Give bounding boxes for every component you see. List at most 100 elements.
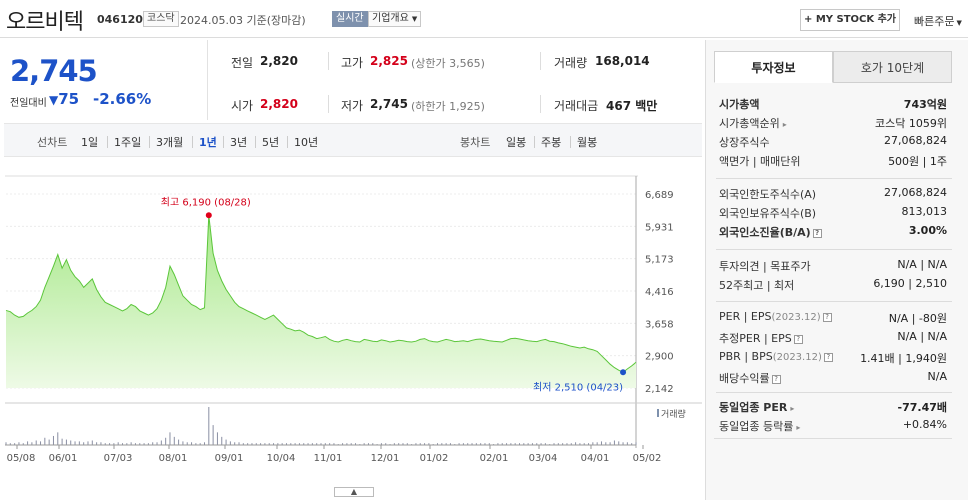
help-icon[interactable]: ? xyxy=(812,229,822,238)
volume-bar xyxy=(510,443,512,445)
x-tick-label: 08/01 xyxy=(159,453,188,464)
sector-label-2[interactable]: 동일업종 등락률 ▸ xyxy=(719,418,800,434)
y-tick-label: 6,689 xyxy=(645,190,674,201)
x-tick-label: 10/04 xyxy=(267,453,296,464)
help-icon[interactable]: ? xyxy=(771,375,781,384)
volume-bar xyxy=(514,443,516,445)
high-label: 고가 xyxy=(341,56,364,70)
valuation-value-1: N/A | -80원 xyxy=(888,312,947,325)
price-change: ▼75 xyxy=(49,90,79,108)
volume-bar xyxy=(139,443,141,445)
volume-bar xyxy=(311,443,313,445)
candle-period-2[interactable]: 주봉 xyxy=(541,136,562,149)
low-annotation: 최저 2,510 (04/23) xyxy=(533,381,623,393)
volume-bar xyxy=(44,437,46,445)
period-4[interactable]: 1년 xyxy=(199,136,217,149)
period-1[interactable]: 1일 xyxy=(81,136,99,149)
help-icon[interactable]: ? xyxy=(793,335,803,344)
candle-chart-label: 봉차트 xyxy=(460,136,491,149)
add-mystock-button[interactable]: + MY STOCK 추가 xyxy=(800,9,900,31)
info-label-text: 시가총액순위 xyxy=(719,117,780,130)
divider xyxy=(287,136,288,148)
collapse-chart-button[interactable]: ▲ xyxy=(334,487,374,497)
upper-limit: (상한가 3,565) xyxy=(411,57,485,70)
valuation-value-3: 1.41배 | 1,940원 xyxy=(860,352,947,365)
opinion-label-text: 52주최고 | 최저 xyxy=(719,279,795,292)
volume-bar xyxy=(324,443,326,445)
period-5[interactable]: 3년 xyxy=(230,136,248,149)
volume-bar xyxy=(488,443,490,445)
fast-order-label: 빠른주문 xyxy=(914,15,955,28)
valuation-label-text: PBR | BPS xyxy=(719,350,773,363)
info-label-text: 상장주식수 xyxy=(719,136,770,149)
volume-bar xyxy=(415,443,417,445)
info-label-2[interactable]: 시가총액순위 ▸ xyxy=(719,115,787,131)
period-2[interactable]: 1주일 xyxy=(114,136,142,149)
valuation-label-4[interactable]: 배당수익률? xyxy=(719,370,781,386)
tab-orderbook[interactable]: 호가 10단계 xyxy=(833,51,952,83)
period-3[interactable]: 3개월 xyxy=(156,136,184,149)
candle-period-1[interactable]: 일봉 xyxy=(506,136,527,149)
period-7[interactable]: 10년 xyxy=(294,136,319,149)
volume-bar xyxy=(406,443,408,445)
volume-bar xyxy=(346,443,348,445)
volume-bar xyxy=(355,443,357,445)
fast-order-button[interactable]: 빠른주문 ▼ xyxy=(914,13,962,29)
x-tick-label: 01/02 xyxy=(420,453,449,464)
open-label: 시가 xyxy=(231,99,254,113)
company-overview-dropdown[interactable]: 기업개요 ▼ xyxy=(368,11,422,27)
candle-period-3[interactable]: 월봉 xyxy=(577,136,598,149)
volume-bar xyxy=(87,441,89,445)
sector-label-1[interactable]: 동일업종 PER ▸ xyxy=(719,399,794,415)
divider xyxy=(540,52,541,70)
opinion-value-1: N/A | N/A xyxy=(897,258,947,271)
price-change-pct: -2.66% xyxy=(93,90,152,108)
valuation-label-1[interactable]: PER | EPS(2023.12)? xyxy=(719,310,832,323)
divider xyxy=(192,136,193,148)
info-label-text: 시가총액 xyxy=(719,98,760,111)
info-value-1: 743억원 xyxy=(903,98,947,111)
period-bar xyxy=(4,123,702,157)
volume-bar xyxy=(544,443,546,445)
volume-bar xyxy=(562,443,564,445)
volume-bar xyxy=(609,442,611,445)
tab-invest-info[interactable]: 투자정보 xyxy=(714,51,833,83)
volume-bar xyxy=(27,441,29,445)
volume-bar xyxy=(428,443,430,445)
divider xyxy=(223,136,224,148)
volume-bar xyxy=(475,443,477,445)
x-tick-label: 03/04 xyxy=(529,453,558,464)
volume-bar xyxy=(523,443,525,445)
volume-bar xyxy=(18,442,20,445)
volume-bar xyxy=(298,443,300,445)
foreign-label-2: 외국인보유주식수(B) xyxy=(719,205,816,221)
period-6[interactable]: 5년 xyxy=(262,136,280,149)
foreign-label-3[interactable]: 외국인소진율(B/A)? xyxy=(719,224,822,240)
opinion-value-2: 6,190 | 2,510 xyxy=(873,277,947,290)
volume-bar xyxy=(605,442,607,445)
info-label-3: 상장주식수 xyxy=(719,134,770,150)
volume-bar xyxy=(31,442,33,445)
sector-label-text: 동일업종 PER xyxy=(719,401,788,414)
help-icon[interactable]: ? xyxy=(822,313,832,322)
volume-bar xyxy=(14,443,16,445)
volume-bar xyxy=(5,442,7,445)
price-chart[interactable]: 6,689 5,931 5,173 4,416 3,658 2,900 2,142 최고 6,… xyxy=(0,158,702,500)
y-tick-label: 4,416 xyxy=(645,287,674,298)
volume-bar xyxy=(52,435,54,445)
vs-prev-label: 전일대비 xyxy=(10,98,47,109)
volume-bar xyxy=(626,442,628,445)
valuation-label-2[interactable]: 추정PER | EPS? xyxy=(719,330,803,346)
valuation-label-3[interactable]: PBR | BPS(2023.12)? xyxy=(719,350,833,363)
realtime-button[interactable]: 실시간 xyxy=(332,11,368,27)
volume-bar xyxy=(441,443,443,445)
volume-bar xyxy=(74,441,76,445)
info-value-2: 코스닥 1059위 xyxy=(875,117,947,130)
volume-bar xyxy=(350,443,352,445)
help-icon[interactable]: ? xyxy=(823,353,833,362)
volume-bar xyxy=(570,443,572,445)
volume-bar xyxy=(165,437,167,445)
prev-close-label: 전일 xyxy=(231,56,254,70)
volume-bar xyxy=(303,443,305,445)
price-change-value: 75 xyxy=(58,90,80,108)
